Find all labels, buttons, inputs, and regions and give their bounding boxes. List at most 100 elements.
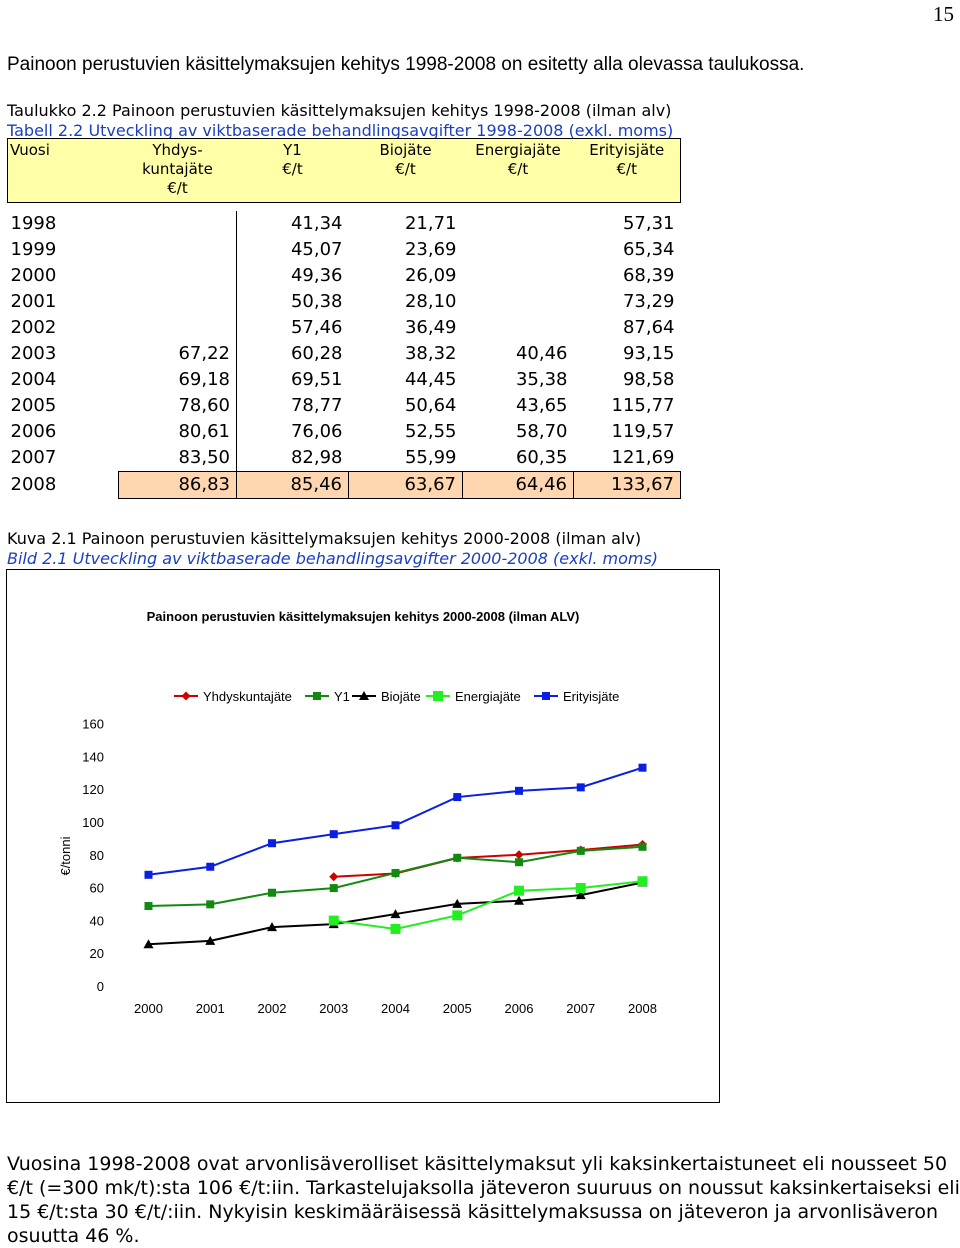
- legend-label: Energiajäte: [455, 689, 521, 704]
- y-tick-label: 160: [82, 717, 104, 732]
- fee-table: Vuosi Yhdys-kuntajäte €/t Y1 €/t Biojäte €/t En…: [7, 138, 681, 499]
- table-value-cell: [463, 289, 574, 315]
- table-header-cell: Y1 €/t: [236, 138, 349, 203]
- figure-caption-sv: Bild 2.1 Utveckling av viktbaserade beha…: [7, 549, 659, 568]
- legend-label: Biojäte: [381, 689, 421, 704]
- chart-title: Painoon perustuvien käsittelymaksujen ke…: [147, 609, 580, 624]
- data-point: [144, 870, 153, 879]
- table-header-line: €/t: [507, 160, 529, 178]
- x-tick-label: 2002: [258, 1001, 287, 1016]
- chart-container: Painoon perustuvien käsittelymaksujen ke…: [6, 569, 720, 1103]
- table-row: 2007 83,50 82,98 55,99 60,35 121,69: [8, 445, 681, 472]
- table-row: 2000 49,36 26,09 68,39: [8, 263, 681, 289]
- table-value-cell: 115,77: [611, 395, 675, 416]
- table-value-cell: 68,39: [622, 265, 675, 286]
- data-point: [205, 935, 216, 945]
- table-header-line: kuntajäte: [142, 160, 213, 178]
- table-value-cell: [118, 289, 237, 315]
- legend-marker: [181, 691, 191, 701]
- table-value-cell: 45,07: [290, 239, 343, 260]
- table-row: 2003 67,22 60,28 38,32 40,46 93,15: [8, 341, 681, 367]
- page-number: 15: [933, 2, 954, 26]
- table-value-cell: 55,99: [404, 447, 457, 468]
- table-value-cell: 82,98: [290, 447, 343, 468]
- table-value-cell: 85,46: [236, 471, 349, 499]
- table-row: 1998 41,34 21,71 57,31: [8, 211, 681, 237]
- data-point: [452, 898, 463, 908]
- table-value-cell: 93,15: [622, 343, 675, 364]
- data-point: [329, 872, 339, 882]
- table-value-cell: 28,10: [404, 291, 457, 312]
- table-value-cell: 67,22: [118, 341, 237, 367]
- table-value-cell: 86,83: [118, 471, 237, 499]
- data-point: [144, 902, 153, 911]
- table-value-cell: 83,50: [118, 445, 237, 472]
- data-point: [453, 853, 462, 862]
- table-value-cell: 87,64: [622, 317, 675, 338]
- data-point: [452, 910, 463, 921]
- table-year-cell: 2002: [10, 317, 57, 338]
- legend-label: Y1: [334, 689, 350, 704]
- table-value-cell: 35,38: [515, 369, 568, 390]
- table-value-cell: 133,67: [573, 471, 681, 499]
- data-point: [638, 842, 647, 851]
- table-row: 2005 78,60 78,77 50,64 43,65 115,77: [8, 393, 681, 419]
- line-chart: Painoon perustuvien käsittelymaksujen ke…: [58, 609, 657, 1016]
- data-point: [329, 884, 338, 893]
- table-header-line: €/t: [616, 160, 637, 178]
- data-point: [514, 850, 524, 860]
- table-header-cell: Vuosi: [7, 138, 119, 203]
- legend-marker: [542, 692, 550, 700]
- x-tick-label: 2007: [566, 1001, 595, 1016]
- table-value-cell: 69,51: [290, 369, 343, 390]
- data-point: [575, 882, 586, 893]
- x-tick-label: 2000: [134, 1001, 163, 1016]
- table-value-cell: 52,55: [404, 421, 457, 442]
- table-value-cell: 60,35: [515, 447, 568, 468]
- y-tick-label: 60: [90, 881, 104, 896]
- table-header-line: €/t: [167, 179, 188, 197]
- y-tick-label: 80: [90, 848, 104, 863]
- table-header-line: €/t: [395, 160, 416, 178]
- data-point: [390, 909, 401, 919]
- table-value-cell: 57,31: [622, 213, 675, 234]
- table-value-cell: 21,71: [404, 213, 457, 234]
- legend-marker: [433, 691, 443, 701]
- table-header-cell: Biojäte €/t: [348, 138, 463, 203]
- x-tick-label: 2004: [381, 1001, 410, 1016]
- table-year-cell: 2008: [7, 471, 119, 499]
- y-tick-label: 0: [97, 979, 104, 994]
- table-value-cell: 76,06: [290, 421, 343, 442]
- table-header-cell: Yhdys-kuntajäte €/t: [118, 138, 237, 203]
- table-value-cell: 43,65: [515, 395, 568, 416]
- table-header-line: Vuosi: [10, 141, 50, 159]
- table-header-line: €/t: [282, 160, 303, 178]
- y-tick-label: 100: [82, 815, 104, 830]
- data-point: [391, 868, 400, 877]
- table-value-cell: 119,57: [611, 421, 675, 442]
- data-point: [206, 900, 215, 909]
- table-value-cell: 40,46: [515, 343, 568, 364]
- table-year-cell: 2003: [10, 343, 57, 364]
- data-point: [515, 858, 523, 867]
- table-value-cell: 57,46: [290, 317, 343, 338]
- table-value-cell: 65,34: [622, 239, 675, 260]
- table-header-line: Biojäte: [379, 141, 432, 159]
- data-point: [576, 846, 585, 855]
- intro-paragraph: Painoon perustuvien käsittelymaksujen ke…: [7, 54, 805, 75]
- y-axis-label: €/tonni: [58, 836, 73, 875]
- table-value-cell: [118, 211, 237, 237]
- x-tick-label: 2006: [505, 1001, 534, 1016]
- table-value-cell: 50,38: [290, 291, 343, 312]
- table-year-cell: 2001: [10, 291, 57, 312]
- table-value-cell: [463, 237, 574, 263]
- table-row: 2008 86,83 85,46 63,67 64,46 133,67: [7, 471, 681, 499]
- table-header-line: Y1: [283, 141, 302, 159]
- data-point: [575, 890, 586, 900]
- table-value-cell: 121,69: [611, 447, 675, 468]
- table-value-cell: 80,61: [118, 419, 237, 445]
- table-caption-fi: Taulukko 2.2 Painoon perustuvien käsitte…: [7, 101, 672, 120]
- table-value-cell: [118, 263, 237, 289]
- data-point: [515, 786, 523, 795]
- data-point: [390, 923, 401, 934]
